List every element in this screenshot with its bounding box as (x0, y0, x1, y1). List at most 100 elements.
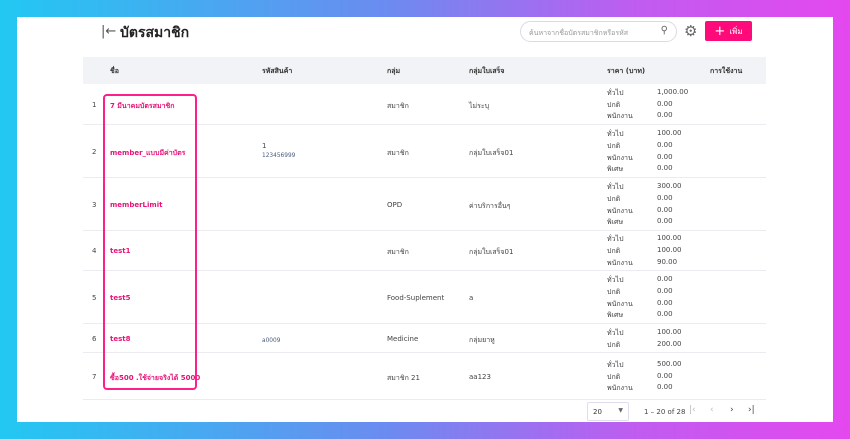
price-value: 0.00 (657, 164, 673, 173)
row-group: สมาชิก (387, 248, 409, 256)
gear-icon[interactable]: ⚙ (684, 22, 698, 40)
row-name[interactable]: test5 (110, 293, 131, 302)
table-row[interactable]: 5 test5 Food-Suplement a ทั่วไป 0.00 ปกติ 0.… (83, 271, 766, 324)
row-receipt: aa123 (469, 372, 491, 381)
back-icon[interactable]: |← (101, 24, 117, 39)
price-label: ทั่วไป (607, 235, 624, 244)
prev-page-icon[interactable]: ‹ (710, 405, 714, 415)
price-value: 100.00 (657, 246, 682, 255)
row-name[interactable]: member_แบบมีค่าบัตร (110, 148, 186, 157)
row-name[interactable]: test1 (110, 247, 131, 255)
row-receipt: กลุ่มใบเสร็จ01 (469, 148, 514, 157)
price-value: 300.00 (657, 182, 682, 191)
price-label: ปกติ (607, 372, 621, 381)
col-code[interactable]: รหัสสินค้า (262, 67, 293, 75)
next-page-icon[interactable]: › (730, 405, 734, 415)
price-label: ทั่วไป (607, 183, 624, 192)
price-label: พนักงาน (607, 153, 633, 162)
plus-icon: + (714, 23, 726, 39)
col-price[interactable]: ราคา (บาท) (607, 67, 646, 75)
row-number: 6 (92, 334, 97, 343)
row-number: 2 (92, 147, 97, 156)
row-receipt: ไม่ระบุ (469, 101, 490, 110)
add-label: เพิ่ม (729, 26, 743, 36)
row-group: สมาชิก (387, 148, 409, 157)
price-value: 500.00 (657, 359, 682, 368)
row-name[interactable]: ซื้อ500 .ใช้จ่ายจริงได้ 5000 (110, 373, 201, 382)
price-label: ทั่วไป (607, 88, 624, 97)
price-label: ปกติ (607, 194, 621, 203)
row-group: สมาชิก 21 (387, 373, 420, 382)
price-value: 100.00 (657, 234, 682, 243)
code-sub: 123456999 (262, 152, 296, 159)
price-value: 0.00 (657, 152, 673, 161)
row-name[interactable]: memberLimit (110, 200, 163, 209)
pagination-range: 1 – 20 of 28 (644, 408, 686, 416)
price-label: พิเศษ (607, 218, 624, 227)
price-value: 0.00 (657, 310, 673, 319)
col-group[interactable]: กลุ่ม (387, 67, 401, 75)
price-label: ปกติ (607, 340, 621, 349)
row-number: 7 (92, 372, 97, 381)
price-label: พิเศษ (607, 311, 624, 320)
row-group: OPD (387, 200, 403, 209)
price-value: 0.00 (657, 99, 673, 108)
table-row[interactable]: 7 ซื้อ500 .ใช้จ่ายจริงได้ 5000 สมาชิก 21… (83, 353, 766, 400)
price-value: 100.00 (657, 327, 682, 336)
price-label: พนักงาน (607, 384, 633, 393)
price-value: 100.00 (657, 129, 682, 138)
price-value: 0.00 (657, 275, 673, 284)
table-row[interactable]: 1 7 มีนาคมบัตรสมาชิก สมาชิก ไม่ระบุ ทั่วไ… (83, 84, 766, 125)
col-name[interactable]: ชื่อ (110, 67, 119, 75)
first-page-icon[interactable]: |‹ (689, 405, 696, 415)
row-receipt: กลุ่มยาหู (469, 335, 495, 344)
table-row[interactable]: 6 test8 a0009 Medicine กลุ่มยาหู ทั่วไป 10… (83, 324, 766, 353)
col-usage[interactable]: การใช้งาน (710, 67, 743, 75)
row-receipt: ค่าบริการอื่นๆ (469, 201, 511, 210)
search-icon[interactable]: ⚲ (660, 25, 668, 36)
price-label: ปกติ (607, 141, 621, 150)
col-receipt[interactable]: กลุ่มใบเสร็จ (469, 67, 505, 75)
price-value: 200.00 (657, 339, 682, 348)
row-group: สมาชิก (387, 101, 409, 110)
row-number: 4 (92, 247, 97, 255)
price-label: พนักงาน (607, 112, 633, 121)
row-code: 1 123456999 (262, 142, 295, 159)
price-label: ทั่วไป (607, 360, 624, 369)
price-value: 0.00 (657, 193, 673, 202)
search-placeholder: ค้นหาจากชื่อบัตรสมาชิกหรือรหัส (529, 29, 629, 37)
add-button[interactable]: + เพิ่ม (705, 21, 752, 41)
price-label: พนักงาน (607, 299, 633, 308)
price-label: ปกติ (607, 287, 621, 296)
table-row[interactable]: 4 test1 สมาชิก กลุ่มใบเสร็จ01 ทั่วไป 100.0… (83, 231, 766, 271)
row-receipt: a (469, 293, 474, 302)
table-row[interactable]: 3 memberLimit OPD ค่าบริการอื่นๆ ทั่วไป 30… (83, 178, 766, 231)
price-label: พิเศษ (607, 165, 624, 174)
price-label: ทั่วไป (607, 328, 624, 337)
code-main: 1 (262, 141, 267, 150)
main-panel (17, 17, 833, 422)
row-name[interactable]: test8 (110, 334, 131, 343)
price-label: ปกติ (607, 247, 621, 256)
price-value: 0.00 (657, 298, 673, 307)
page-size-value: 20 (593, 408, 602, 416)
row-code: a0009 (262, 335, 280, 344)
price-label: พนักงาน (607, 258, 633, 267)
page-title: บัตรสมาชิก (120, 25, 190, 41)
price-value: 90.00 (657, 257, 678, 266)
row-name[interactable]: 7 มีนาคมบัตรสมาชิก (110, 101, 175, 110)
dropdown-icon: ▼ (618, 407, 623, 414)
row-group: Food-Suplement (387, 293, 445, 302)
price-value: 0.00 (657, 205, 673, 214)
price-value: 0.00 (657, 111, 673, 120)
row-number: 3 (92, 200, 97, 209)
table-row[interactable]: 2 member_แบบมีค่าบัตร 1 123456999 สมาชิก … (83, 125, 766, 178)
price-label: ทั่วไป (607, 276, 624, 285)
price-value: 0.00 (657, 286, 673, 295)
search-input[interactable]: ค้นหาจากชื่อบัตรสมาชิกหรือรหัส ⚲ (520, 21, 677, 42)
last-page-icon[interactable]: ›| (748, 405, 755, 415)
page-size-select[interactable]: 20 ▼ (587, 402, 629, 421)
price-value: 0.00 (657, 140, 673, 149)
row-number: 5 (92, 293, 97, 302)
price-label: ปกติ (607, 100, 621, 109)
